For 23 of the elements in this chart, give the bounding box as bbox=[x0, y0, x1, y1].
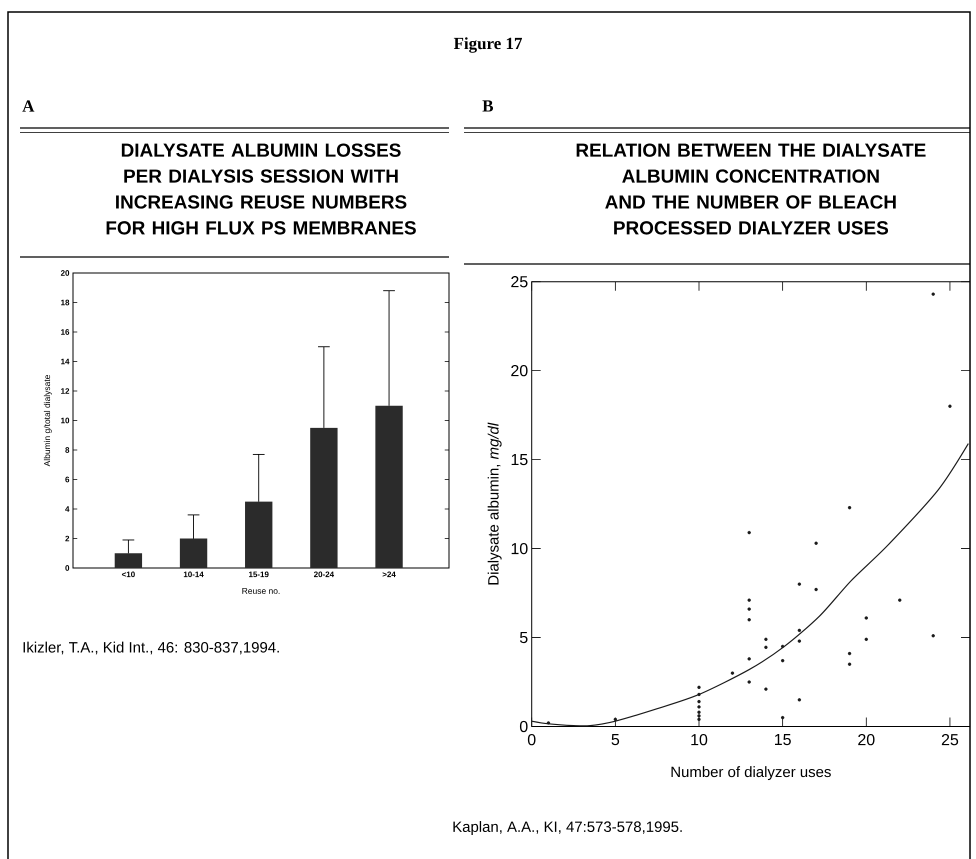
x-tick-label: 0 bbox=[528, 734, 536, 746]
chart-title: RELATION BETWEEN THE DIALYSATE ALBUMIN CONCENTRATION AND THE NUMBER OF BLEACH PROCESSED DIALYZER USES bbox=[576, 143, 926, 235]
text: B bbox=[482, 100, 494, 112]
caption: Figure 17 bbox=[454, 37, 522, 53]
text: A bbox=[22, 100, 34, 112]
y-tick-label: 0 bbox=[520, 720, 528, 732]
x-tick-label: 5 bbox=[612, 734, 620, 746]
x-axis-title: Number of dialyzer uses bbox=[672, 766, 831, 780]
y-tick-label: 5 bbox=[520, 632, 528, 644]
y-tick-label: 20 bbox=[511, 365, 528, 376]
x-tick-label: 15 bbox=[775, 734, 791, 746]
text: Kaplan, A.A., KI, 47:573-578,1995. bbox=[453, 821, 682, 835]
y-tick-label: 15 bbox=[512, 454, 528, 466]
x-tick-label: 25 bbox=[942, 734, 958, 746]
x-axis-title: Reuse no. bbox=[242, 588, 280, 594]
text: Ikizler, T.A., Kid Int., 46: 830-837,1994. bbox=[24, 642, 279, 654]
y-tick-label: 25 bbox=[511, 276, 528, 288]
y-tick-label: 10 bbox=[512, 542, 528, 554]
y-axis-title: Dialysate albumin, mg/dl bbox=[488, 422, 502, 584]
x-tick-label: 10 bbox=[691, 734, 708, 746]
chart-title: DIALYSATE ALBUMIN LOSSES PER DIALYSIS SESSION WITH INCREASING REUSE NUMBERS FOR HIGH FLUX PS MEMBRANES bbox=[106, 143, 416, 235]
y-axis-title: Albumin g/total dialysate bbox=[44, 375, 52, 466]
x-tick-label: 20 bbox=[858, 734, 875, 746]
